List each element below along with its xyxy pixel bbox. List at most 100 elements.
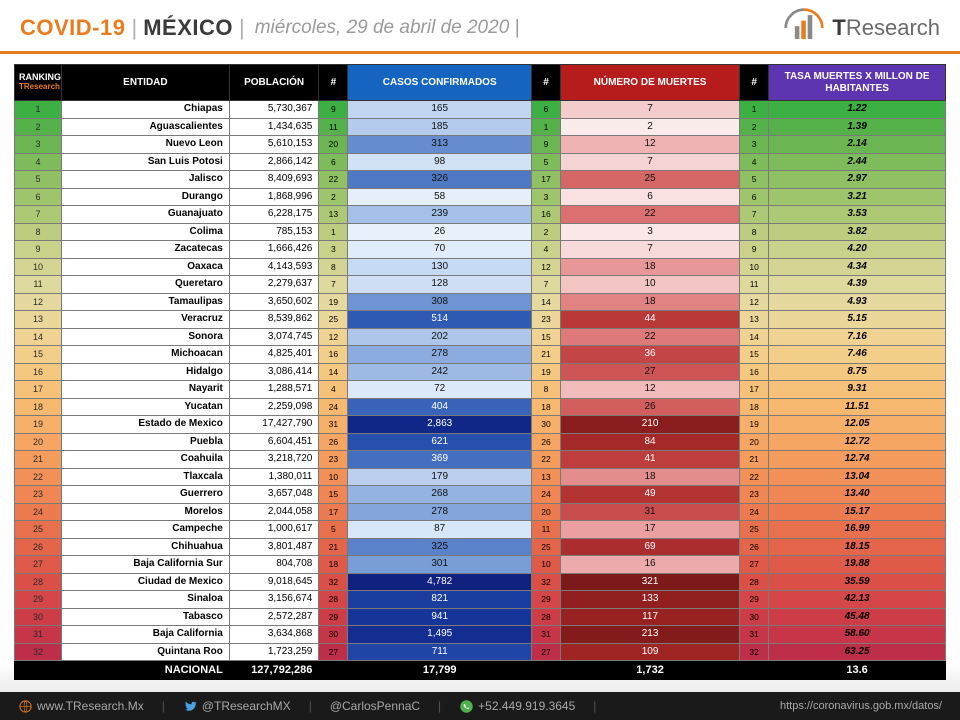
cell-deaths: 18 [561, 468, 740, 486]
cell-entity: Quintana Roo [61, 643, 229, 661]
cell-deaths-rank: 6 [531, 101, 560, 119]
table-row: 25Campeche1,000,61758711172516.99 [15, 521, 946, 539]
cell-rate: 4.93 [769, 293, 946, 311]
cell-cases: 185 [348, 118, 532, 136]
cell-rank: 23 [15, 486, 62, 504]
cell-rank: 2 [15, 118, 62, 136]
cell-cases: 165 [348, 101, 532, 119]
cell-rank: 16 [15, 363, 62, 381]
cell-entity: Veracruz [61, 311, 229, 329]
cell-rank: 29 [15, 591, 62, 609]
cell-entity: Guerrero [61, 486, 229, 504]
cell-rate-rank: 13 [740, 311, 769, 329]
table-row: 21Coahuila3,218,7202336922412112.74 [15, 451, 946, 469]
cell-deaths: 2 [561, 118, 740, 136]
cell-population: 3,650,602 [229, 293, 319, 311]
cell-rate: 2.97 [769, 171, 946, 189]
cell-population: 1,723,259 [229, 643, 319, 661]
cell-rate-rank: 20 [740, 433, 769, 451]
table-footer: NACIONAL 127,792,286 17,799 1,732 13.6 [15, 661, 946, 680]
cell-entity: Baja California Sur [61, 556, 229, 574]
title-date: miércoles, 29 de abril de 2020 | [255, 17, 520, 39]
cell-deaths-rank: 8 [531, 381, 560, 399]
cell-rate-rank: 7 [740, 206, 769, 224]
cell-rank: 32 [15, 643, 62, 661]
cell-deaths: 41 [561, 451, 740, 469]
cell-population: 3,156,674 [229, 591, 319, 609]
col-hash-deaths: # [531, 65, 560, 101]
cell-cases-rank: 14 [319, 363, 348, 381]
cell-deaths: 210 [561, 416, 740, 434]
cell-rate-rank: 22 [740, 468, 769, 486]
cell-rank: 21 [15, 451, 62, 469]
cell-deaths: 36 [561, 346, 740, 364]
cell-cases-rank: 5 [319, 521, 348, 539]
footer-web: www.TResearch.Mx [37, 699, 144, 713]
cell-rate: 1.22 [769, 101, 946, 119]
footer-url: https://coronavirus.gob.mx/datos/ [780, 700, 942, 712]
cell-deaths: 18 [561, 293, 740, 311]
cell-rate: 8.75 [769, 363, 946, 381]
col-deaths: NÚMERO DE MUERTES [561, 65, 740, 101]
total-pop: 127,792,286 [229, 661, 319, 680]
cell-deaths: 109 [561, 643, 740, 661]
cell-rank: 26 [15, 538, 62, 556]
cell-entity: Nuevo Leon [61, 136, 229, 154]
total-deaths: 1,732 [561, 661, 740, 680]
cell-cases-rank: 20 [319, 136, 348, 154]
cell-deaths: 22 [561, 328, 740, 346]
table-row: 12Tamaulipas3,650,602193081418124.93 [15, 293, 946, 311]
cell-entity: Yucatan [61, 398, 229, 416]
cell-cases: 2,863 [348, 416, 532, 434]
cell-deaths-rank: 17 [531, 171, 560, 189]
cell-deaths-rank: 7 [531, 276, 560, 294]
cell-rate: 1.39 [769, 118, 946, 136]
table-row: 3Nuevo Leon5,610,1532031391232.14 [15, 136, 946, 154]
col-rank: RANKINGTResearch [15, 65, 62, 101]
cell-cases-rank: 7 [319, 276, 348, 294]
cell-rate-rank: 3 [740, 136, 769, 154]
cell-rate-rank: 32 [740, 643, 769, 661]
cell-rate: 35.59 [769, 573, 946, 591]
cell-rate: 2.14 [769, 136, 946, 154]
cell-cases-rank: 6 [319, 153, 348, 171]
cell-cases: 326 [348, 171, 532, 189]
cell-rate: 7.46 [769, 346, 946, 364]
cell-deaths-rank: 18 [531, 398, 560, 416]
cell-cases-rank: 28 [319, 591, 348, 609]
cell-population: 3,218,720 [229, 451, 319, 469]
table-row: 2Aguascalientes1,434,635111851221.39 [15, 118, 946, 136]
cell-cases-rank: 4 [319, 381, 348, 399]
cell-population: 2,044,058 [229, 503, 319, 521]
cell-cases: 268 [348, 486, 532, 504]
cell-deaths: 18 [561, 258, 740, 276]
cell-deaths: 6 [561, 188, 740, 206]
cell-rate-rank: 27 [740, 556, 769, 574]
cell-entity: San Luis Potosi [61, 153, 229, 171]
cell-entity: Guanajuato [61, 206, 229, 224]
cell-deaths-rank: 1 [531, 118, 560, 136]
cell-rate-rank: 1 [740, 101, 769, 119]
cell-rate-rank: 8 [740, 223, 769, 241]
cell-deaths-rank: 13 [531, 468, 560, 486]
cell-deaths: 25 [561, 171, 740, 189]
cell-rank: 30 [15, 608, 62, 626]
table-row: 26Chihuahua3,801,4872132525692618.15 [15, 538, 946, 556]
cell-cases-rank: 13 [319, 206, 348, 224]
cell-rate: 42.13 [769, 591, 946, 609]
cell-rate-rank: 26 [740, 538, 769, 556]
table-row: 5Jalisco8,409,69322326172552.97 [15, 171, 946, 189]
cell-rate-rank: 14 [740, 328, 769, 346]
cell-rate-rank: 24 [740, 503, 769, 521]
brand-logo: TResearch [782, 6, 940, 50]
cell-rank: 18 [15, 398, 62, 416]
cell-cases: 621 [348, 433, 532, 451]
cell-entity: Tlaxcala [61, 468, 229, 486]
cell-rate: 5.15 [769, 311, 946, 329]
cell-rank: 20 [15, 433, 62, 451]
cell-population: 6,604,451 [229, 433, 319, 451]
cell-rate: 63.25 [769, 643, 946, 661]
cell-entity: Puebla [61, 433, 229, 451]
cell-rate-rank: 17 [740, 381, 769, 399]
cell-rate: 13.04 [769, 468, 946, 486]
